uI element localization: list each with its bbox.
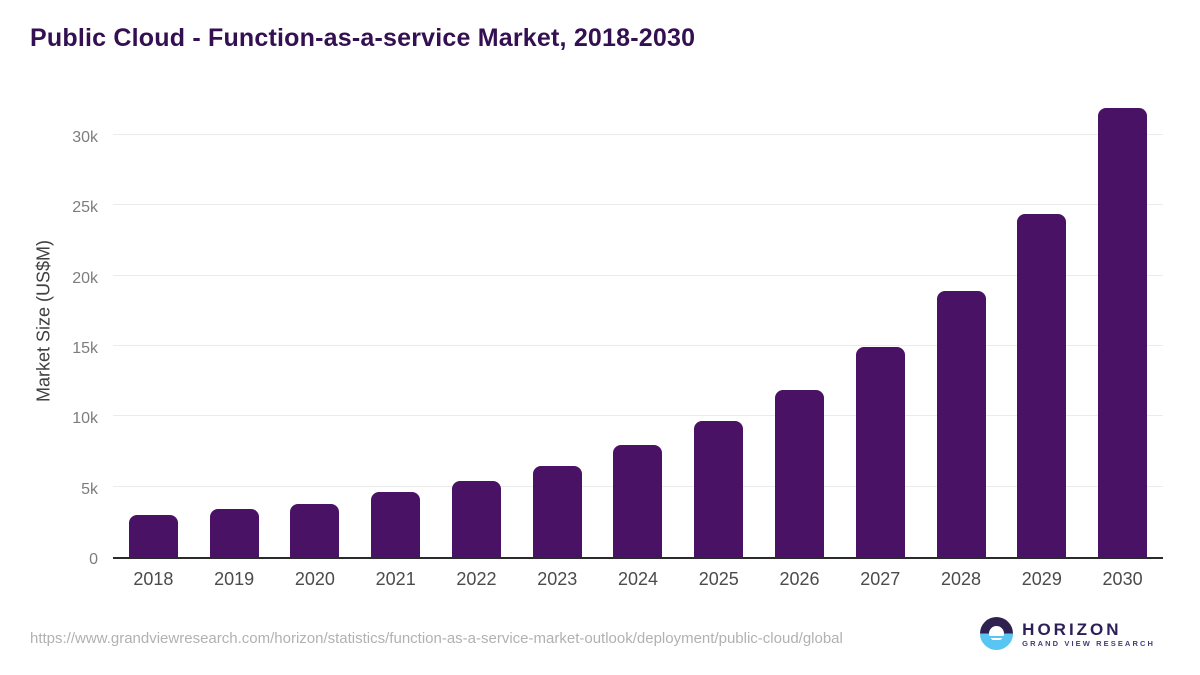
bar-slot (921, 109, 1002, 557)
y-tick-label-20k: 20k (72, 269, 98, 287)
bar-slot (355, 109, 436, 557)
horizon-logo: HORIZON GRAND VIEW RESEARCH (980, 617, 1155, 650)
x-tick-label-2022: 2022 (456, 569, 497, 589)
y-tick-label-10k: 10k (72, 410, 98, 428)
x-tick-label-2018: 2018 (133, 569, 174, 589)
bar-slot (517, 109, 598, 557)
logo-name: HORIZON (1022, 619, 1122, 639)
bar-2029[interactable] (1017, 213, 1067, 557)
x-tick-label-2024: 2024 (617, 569, 658, 589)
page-title: Public Cloud - Function-as-a-service Mar… (30, 24, 696, 52)
gridline-25k (113, 204, 1163, 206)
y-axis-tick-labels: 0 5k 10k 15k 20k 25k 30k (0, 109, 98, 568)
logo-subtitle: GRAND VIEW RESEARCH (1022, 638, 1155, 648)
bar-slot (194, 109, 275, 557)
gridline-20k (113, 274, 1163, 276)
gridline-30k (113, 134, 1163, 136)
gridline-15k (113, 345, 1163, 347)
x-tick-label-2021: 2021 (375, 569, 416, 589)
plot-area (113, 108, 1163, 559)
horizon-logo-icon (980, 617, 1014, 650)
bar-2028[interactable] (936, 291, 986, 557)
bar-2020[interactable] (290, 503, 340, 557)
logo-text: HORIZON GRAND VIEW RESEARCH (1022, 620, 1155, 648)
y-tick-label-30k: 30k (72, 129, 98, 147)
bar-slot (1082, 108, 1163, 557)
x-tick-label-2026: 2026 (779, 569, 820, 589)
y-tick-label-0: 0 (89, 551, 98, 568)
source-url: https://www.grandviewresearch.com/horizo… (30, 630, 843, 647)
bar-2021[interactable] (371, 492, 421, 557)
bar-2018[interactable] (128, 514, 178, 557)
y-tick-label-25k: 25k (72, 199, 98, 217)
bar-2024[interactable] (613, 444, 663, 557)
x-tick-label-2027: 2027 (860, 569, 901, 589)
x-axis-tick-labels: 2018 2019 2020 2021 2022 2023 2024 2025 2026 2027… (113, 569, 1163, 590)
x-tick-label-2025: 2025 (698, 569, 739, 589)
bar-2025[interactable] (694, 420, 744, 557)
bars-container (113, 108, 1163, 557)
reflection-stripe-icon (980, 640, 1014, 642)
bar-slot (598, 109, 679, 557)
bar-2027[interactable] (855, 346, 905, 557)
x-tick-label-2029: 2029 (1021, 569, 1062, 589)
y-tick-label-5k: 5k (81, 480, 98, 498)
y-tick-label-15k: 15k (72, 340, 98, 358)
bar-2023[interactable] (532, 465, 582, 557)
bar-slot (678, 109, 759, 557)
x-tick-label-2023: 2023 (537, 569, 578, 589)
bar-slot (759, 109, 840, 557)
bar-2022[interactable] (451, 481, 501, 557)
x-tick-label-2030: 2030 (1102, 569, 1143, 589)
bar-slot (275, 109, 356, 557)
bar-2026[interactable] (775, 389, 824, 557)
reflection-stripe-icon (980, 636, 1014, 638)
x-tick-label-2019: 2019 (214, 569, 255, 589)
gridline-10k (113, 415, 1163, 417)
bar-2019[interactable] (209, 509, 259, 557)
x-tick-label-2028: 2028 (941, 569, 982, 589)
x-tick-label-2020: 2020 (294, 569, 335, 589)
sun-icon (989, 626, 1005, 641)
bar-slot (436, 109, 517, 557)
bar-2030[interactable] (1098, 108, 1148, 557)
bar-slot (113, 109, 194, 557)
bar-slot (1001, 109, 1082, 557)
bar-slot (840, 109, 921, 557)
